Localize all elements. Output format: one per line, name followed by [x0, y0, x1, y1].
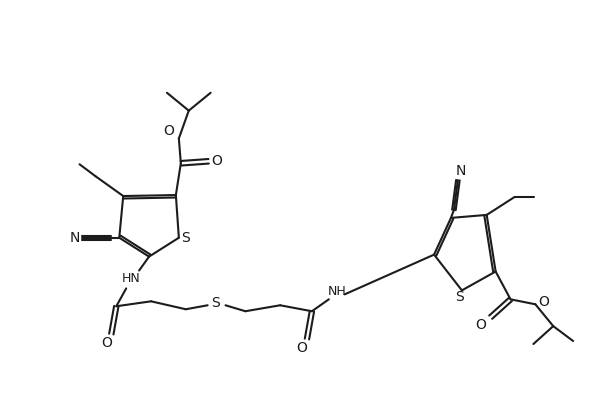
Text: HN: HN: [122, 272, 141, 285]
Text: N: N: [456, 164, 466, 178]
Text: NH: NH: [328, 285, 346, 298]
Text: S: S: [182, 231, 190, 245]
Text: N: N: [69, 231, 80, 245]
Text: O: O: [296, 341, 308, 355]
Text: O: O: [538, 295, 549, 309]
Text: O: O: [101, 336, 112, 350]
Text: S: S: [211, 296, 220, 310]
Text: S: S: [456, 290, 464, 304]
Text: O: O: [163, 125, 174, 139]
Text: O: O: [211, 154, 222, 168]
Text: O: O: [475, 318, 486, 332]
